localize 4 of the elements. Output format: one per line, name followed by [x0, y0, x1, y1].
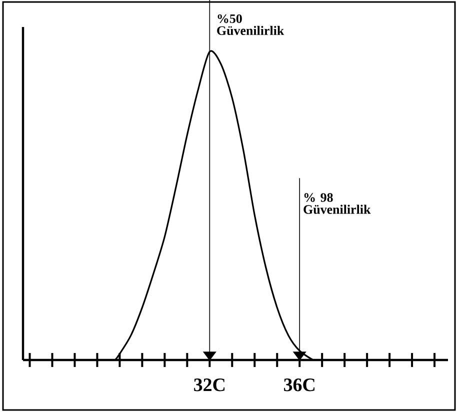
x-tick-label: 32C — [194, 378, 224, 392]
x-tick-label: 36C — [284, 378, 314, 392]
ref-line-label: % 98 Güvenilirlik — [304, 193, 371, 214]
ref-line-label: %50 Güvenilirlik — [217, 14, 284, 36]
